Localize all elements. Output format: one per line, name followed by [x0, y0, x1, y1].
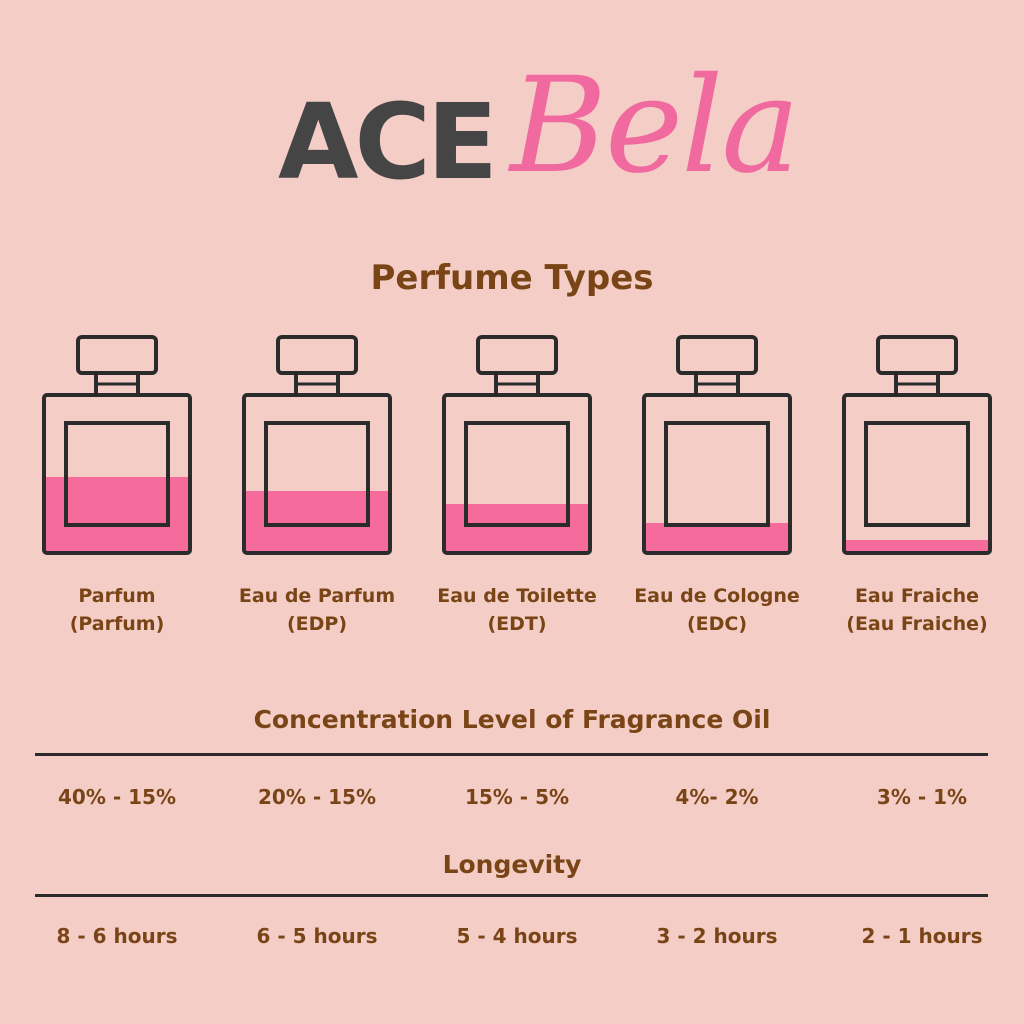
- perfume-bottle-icon: [242, 335, 392, 555]
- type-sub: (Parfum): [69, 613, 165, 635]
- perfume-bottle-icon: [42, 335, 192, 555]
- concentration-title: Concentration Level of Fragrance Oil: [253, 705, 771, 734]
- longevity-value: 5 - 4 hours: [456, 924, 578, 948]
- liquid-fill: [244, 491, 390, 553]
- type-name: Eau Fraiche: [854, 585, 980, 607]
- bottle-label-frame: [64, 421, 170, 527]
- longevity-value: 6 - 5 hours: [256, 924, 378, 948]
- concentration-divider: [35, 753, 988, 756]
- brand-ace-text: ACE: [278, 81, 498, 203]
- type-sub: (EDC): [686, 613, 748, 635]
- perfume-bottle-icon: [642, 335, 792, 555]
- concentration-value: 20% - 15%: [258, 785, 376, 809]
- longevity-value: 3 - 2 hours: [656, 924, 778, 948]
- bottle-label-frame: [264, 421, 370, 527]
- perfume-bottle-icon: [442, 335, 592, 555]
- type-sub: (Eau Fraiche): [846, 613, 988, 635]
- bottle-cap: [476, 335, 558, 375]
- bottle-cap: [876, 335, 958, 375]
- bottle-label-frame: [864, 421, 970, 527]
- bottle-cap: [276, 335, 358, 375]
- concentration-value: 3% - 1%: [876, 785, 968, 809]
- bottle-eau-de-cologne: [642, 335, 792, 557]
- concentration-value: 15% - 5%: [464, 785, 570, 809]
- type-name: Eau de Cologne: [634, 585, 800, 607]
- bottle-body: [642, 393, 792, 555]
- longevity-value: 8 - 6 hours: [56, 924, 178, 948]
- concentration-value: 4%- 2%: [675, 785, 759, 809]
- bottle-label-frame: [464, 421, 570, 527]
- bottle-eau-de-parfum: [242, 335, 392, 557]
- bottle-cap: [676, 335, 758, 375]
- bottle-cap: [76, 335, 158, 375]
- type-name: Eau de Toilette: [437, 585, 597, 607]
- bottle-body: [442, 393, 592, 555]
- longevity-divider: [35, 894, 988, 897]
- type-name: Eau de Parfum: [238, 585, 396, 607]
- bottle-body: [42, 393, 192, 555]
- type-label-parfum: Parfum (Parfum): [17, 582, 217, 638]
- bottle-parfum: [42, 335, 192, 557]
- type-label-eau-fraiche: Eau Fraiche (Eau Fraiche): [817, 582, 1017, 638]
- bottle-label-frame: [664, 421, 770, 527]
- bottle-body: [842, 393, 992, 555]
- liquid-fill: [844, 540, 990, 553]
- brand-logo: ACE Bela: [0, 60, 1024, 210]
- type-sub: (EDP): [286, 613, 348, 635]
- bottle-eau-de-toilette: [442, 335, 592, 557]
- type-sub: (EDT): [487, 613, 547, 635]
- concentration-value: 40% - 15%: [58, 785, 176, 809]
- type-label-eau-de-toilette: Eau de Toilette (EDT): [417, 582, 617, 638]
- type-label-eau-de-cologne: Eau de Cologne (EDC): [617, 582, 817, 638]
- bottle-body: [242, 393, 392, 555]
- longevity-value: 2 - 1 hours: [861, 924, 983, 948]
- longevity-title: Longevity: [442, 850, 582, 879]
- perfume-bottle-icon: [842, 335, 992, 555]
- liquid-fill: [644, 523, 790, 553]
- page-title: Perfume Types: [370, 258, 654, 298]
- type-name: Parfum: [78, 585, 156, 607]
- liquid-fill: [44, 477, 190, 553]
- type-label-eau-de-parfum: Eau de Parfum (EDP): [217, 582, 417, 638]
- bottle-eau-fraiche: [842, 335, 992, 557]
- brand-bela-text: Bela: [510, 49, 800, 203]
- liquid-fill: [444, 504, 590, 553]
